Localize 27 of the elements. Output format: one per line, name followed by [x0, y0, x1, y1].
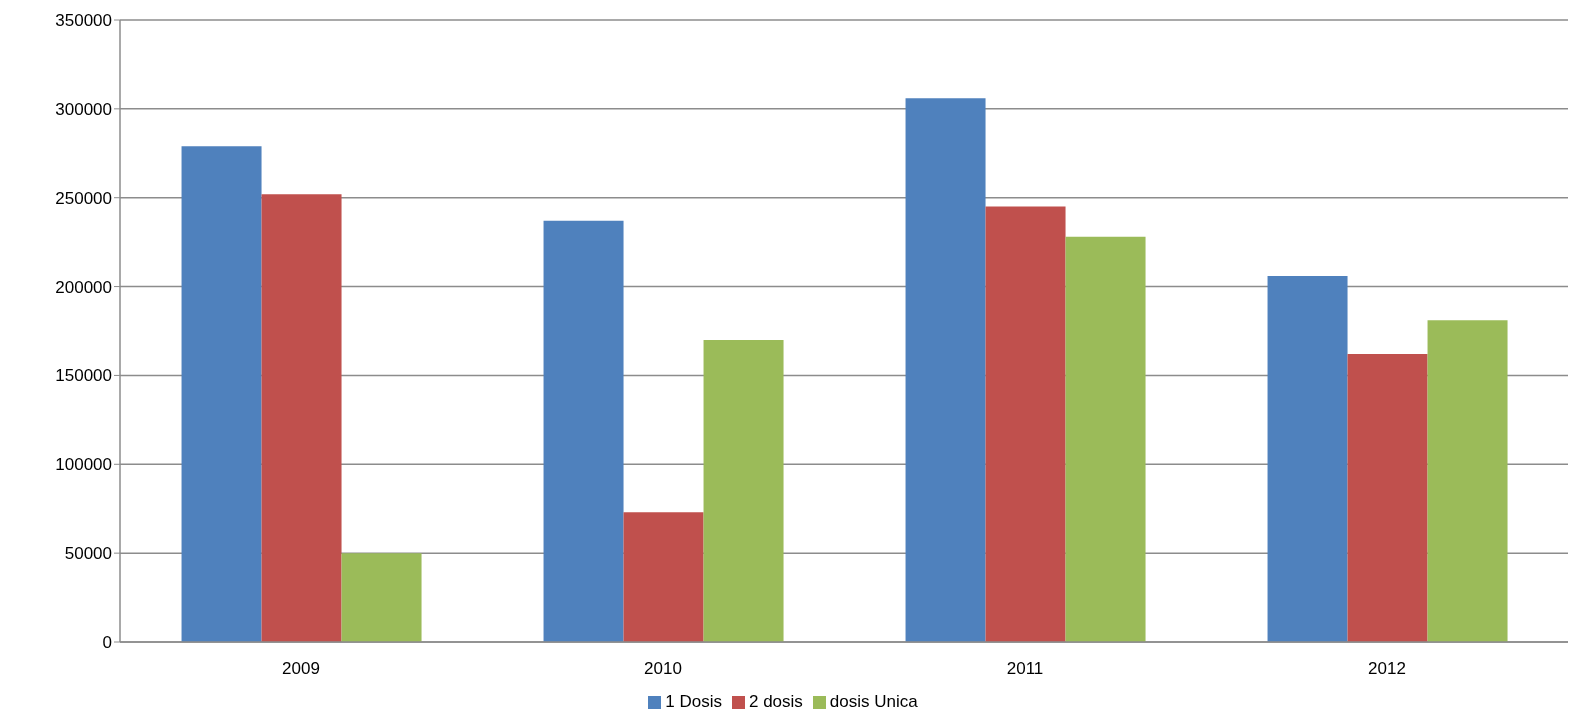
y-tick-label: 100000	[55, 455, 112, 475]
bar	[1427, 320, 1508, 642]
y-tick-label: 250000	[55, 188, 112, 208]
bar	[261, 194, 342, 642]
legend-label: 2 dosis	[748, 692, 803, 711]
y-tick-label: 150000	[55, 366, 112, 386]
x-tick-label: 2012	[1368, 659, 1406, 679]
bar	[905, 98, 986, 642]
x-tick-label: 2009	[282, 659, 320, 679]
bar	[703, 339, 784, 642]
x-tick-label: 2010	[644, 659, 682, 679]
bar	[543, 220, 624, 642]
bar	[1267, 275, 1348, 642]
legend-label: dosis Unica	[829, 692, 918, 711]
bar	[1347, 354, 1428, 642]
x-tick-label: 2011	[1006, 659, 1044, 679]
bar	[181, 146, 262, 642]
bar	[623, 512, 704, 642]
y-tick-label: 50000	[64, 544, 112, 564]
y-tick-label: 0	[102, 633, 112, 653]
bar	[1065, 236, 1146, 642]
bar	[985, 206, 1066, 642]
bar	[341, 553, 422, 642]
y-tick-label: 200000	[55, 277, 112, 297]
y-tick-label: 350000	[55, 11, 112, 31]
y-tick-label: 300000	[55, 99, 112, 119]
legend-label: 1 Dosis	[665, 692, 722, 711]
